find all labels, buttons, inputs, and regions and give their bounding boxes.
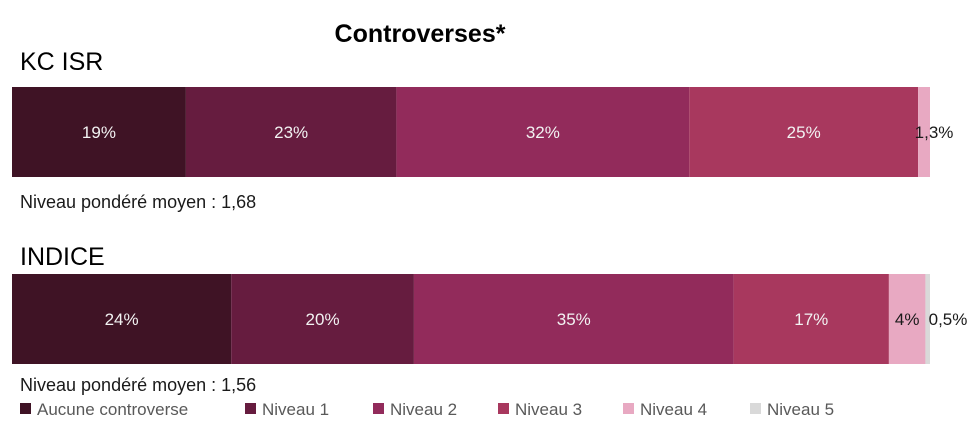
- legend-label-niveau-1: Niveau 1: [262, 400, 329, 419]
- bar-segment-kc-isr-aucune-controverse: [12, 87, 186, 177]
- legend-swatch-aucune-controverse: [20, 403, 31, 414]
- legend-label-niveau-4: Niveau 4: [640, 400, 707, 419]
- legend: Aucune controverse Niveau 1 Niveau 2 Niveau…: [20, 400, 834, 419]
- data-label-indice-niveau-1: 20%: [306, 310, 340, 329]
- legend-label-aucune-controverse: Aucune controverse: [37, 400, 188, 419]
- bar-segment-kc-isr-niveau-1: [185, 87, 397, 177]
- data-label-indice-aucune-controverse: 24%: [105, 310, 139, 329]
- average-level-kc-isr: Niveau pondéré moyen : 1,68: [20, 192, 256, 212]
- bar-segment-indice-aucune-controverse: [12, 274, 232, 364]
- data-label-kc-isr-niveau-3: 25%: [787, 123, 821, 142]
- legend-swatch-niveau-5: [750, 403, 761, 414]
- data-label-kc-isr-aucune-controverse: 19%: [82, 123, 116, 142]
- legend-label-niveau-3: Niveau 3: [515, 400, 582, 419]
- bar-segment-indice-niveau-5: [925, 274, 930, 364]
- bar-segment-kc-isr-niveau-4: [918, 87, 930, 177]
- data-label-kc-isr-niveau-2: 32%: [526, 123, 560, 142]
- stacked-bar-kc-isr: 19% 23% 32% 25% 1,3%: [12, 87, 953, 177]
- legend-swatch-niveau-1: [245, 403, 256, 414]
- average-level-indice: Niveau pondéré moyen : 1,56: [20, 375, 256, 395]
- stacked-bar-indice: 24% 20% 35% 17% 4% 0,5%: [12, 274, 967, 364]
- legend-swatch-niveau-3: [498, 403, 509, 414]
- legend-swatch-niveau-2: [373, 403, 384, 414]
- bar-segment-indice-niveau-4: [888, 274, 926, 364]
- data-label-indice-niveau-3: 17%: [794, 310, 828, 329]
- data-label-indice-niveau-2: 35%: [557, 310, 591, 329]
- legend-label-niveau-5: Niveau 5: [767, 400, 834, 419]
- data-label-indice-niveau-4: 4%: [895, 310, 920, 329]
- group-label-indice: INDICE: [20, 243, 105, 271]
- chart-title: Controverses*: [335, 20, 506, 48]
- bar-segment-indice-niveau-1: [231, 274, 414, 364]
- data-label-indice-niveau-5: 0,5%: [929, 310, 968, 329]
- legend-label-niveau-2: Niveau 2: [390, 400, 457, 419]
- data-label-kc-isr-niveau-1: 23%: [274, 123, 308, 142]
- group-label-kc-isr: KC ISR: [20, 48, 103, 76]
- bar-segment-indice-niveau-3: [733, 274, 889, 364]
- legend-swatch-niveau-4: [623, 403, 634, 414]
- data-label-kc-isr-niveau-4: 1,3%: [915, 123, 954, 142]
- bar-segment-kc-isr-niveau-3: [689, 87, 919, 177]
- bar-segment-kc-isr-niveau-2: [396, 87, 690, 177]
- bar-segment-indice-niveau-2: [413, 274, 734, 364]
